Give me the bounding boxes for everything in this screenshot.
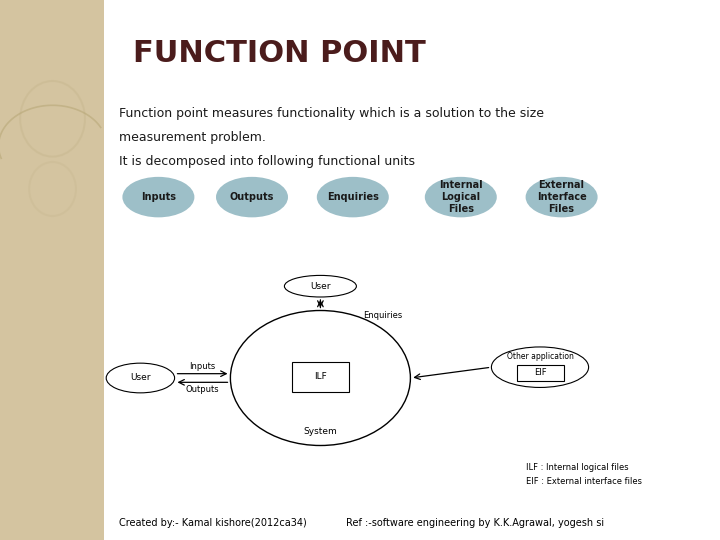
Text: Outputs: Outputs [186,386,220,394]
Ellipse shape [122,177,194,217]
Ellipse shape [284,275,356,297]
Text: Internal
Logical
Files: Internal Logical Files [439,180,482,214]
Ellipse shape [107,363,175,393]
Bar [0,0,104,540]
Text: Other application: Other application [507,352,573,361]
Text: Enquiries: Enquiries [364,312,403,320]
Ellipse shape [317,177,389,217]
Text: ILF: ILF [314,372,327,381]
Text: EIF: EIF [534,368,546,377]
Bar [104,0,720,540]
Text: Ref :-software engineering by K.K.Agrawal, yogesh si: Ref :-software engineering by K.K.Agrawa… [346,518,604,528]
Text: User: User [130,374,150,382]
Text: Created by:- Kamal kishore(2012ca34): Created by:- Kamal kishore(2012ca34) [119,518,307,528]
Text: Inputs: Inputs [141,192,176,202]
Ellipse shape [425,177,497,217]
Text: It is decomposed into following functional units: It is decomposed into following function… [119,156,415,168]
Ellipse shape [491,347,589,388]
Text: ILF : Internal logical files: ILF : Internal logical files [526,463,629,471]
Text: Inputs: Inputs [189,362,215,370]
Text: Function point measures functionality which is a solution to the size: Function point measures functionality wh… [119,107,544,120]
Text: measurement problem.: measurement problem. [119,131,266,144]
Text: Enquiries: Enquiries [327,192,379,202]
Bar [292,362,349,392]
Text: External
Interface
Files: External Interface Files [536,180,587,214]
Ellipse shape [526,177,598,217]
Text: EIF : External interface files: EIF : External interface files [526,477,642,486]
Bar [517,364,564,381]
Circle shape [230,310,410,446]
Ellipse shape [216,177,288,217]
Text: User: User [310,282,330,291]
Text: FUNCTION POINT: FUNCTION POINT [133,39,426,69]
Text: System: System [304,428,337,436]
Text: Outputs: Outputs [230,192,274,202]
